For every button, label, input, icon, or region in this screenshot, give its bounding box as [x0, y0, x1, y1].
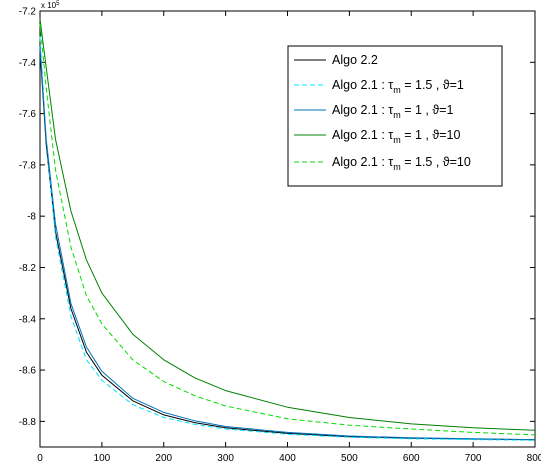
- x-tick-label: 0: [37, 453, 43, 464]
- legend-label: Algo 2.1 : τm = 1.5 , ϑ=10: [332, 155, 471, 172]
- series-line-1: [39, 36, 536, 441]
- x-tick-label: 400: [279, 453, 296, 464]
- y-tick-label: -7.8: [19, 160, 37, 171]
- y-multiplier: x 105: [41, 1, 60, 10]
- y-tick-label: -8.4: [19, 314, 37, 325]
- x-tick-label: 700: [465, 453, 482, 464]
- y-tick-label: -8.6: [19, 366, 37, 377]
- x-tick-label: 300: [217, 453, 234, 464]
- x-tick-label: 200: [155, 453, 172, 464]
- y-tick-label: -7.6: [19, 109, 37, 120]
- legend-label: Algo 2.2: [332, 53, 378, 67]
- legend-label: Algo 2.1 : τm = 1.5 , ϑ=1: [332, 78, 464, 95]
- series-lines: [39, 18, 536, 441]
- y-tick-label: -7.4: [19, 58, 37, 69]
- series-line-3: [39, 18, 536, 431]
- axis-ticks: 0 100 200 300 400 500 600 700 800 -7.2 -7.4 -7.6 -7.…: [19, 7, 541, 465]
- y-tick-label: -8: [27, 212, 36, 223]
- y-multiplier-exponent: 5: [56, 1, 60, 7]
- series-line-2: [39, 46, 536, 441]
- x-tick-label: 800: [527, 453, 541, 464]
- legend-label: Algo 2.1 : τm = 1 , ϑ=10: [332, 128, 460, 145]
- y-tick-label: -8.8: [19, 417, 37, 428]
- x-tick-label: 500: [341, 453, 358, 464]
- legend-box: [287, 45, 503, 187]
- y-tick-label: -8.2: [19, 263, 37, 274]
- x-tick-label: 100: [94, 453, 111, 464]
- series-line-4: [39, 23, 536, 436]
- x-tick-label: 600: [403, 453, 420, 464]
- legend-label: Algo 2.1 : τm = 1 , ϑ=1: [332, 103, 454, 120]
- legend: Algo 2.2 Algo 2.1 : τm = 1.5 , ϑ=1 Algo 2.…: [287, 45, 503, 187]
- series-line-0: [39, 49, 536, 441]
- y-tick-label: -7.2: [19, 7, 37, 18]
